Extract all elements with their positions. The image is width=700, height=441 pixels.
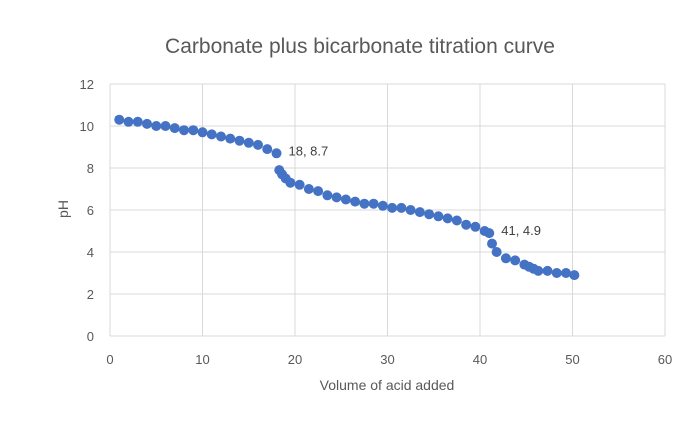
data-point	[377, 200, 388, 211]
y-axis-ticks: 0 2 4 6 8 10 12	[80, 77, 94, 344]
data-point	[484, 228, 495, 239]
data-point	[225, 133, 236, 144]
x-axis-label: Volume of acid added	[320, 377, 455, 393]
data-point	[132, 116, 143, 127]
data-point	[142, 118, 152, 129]
data-series	[114, 114, 580, 281]
y-tick-label: 2	[87, 287, 94, 302]
data-point	[197, 127, 208, 138]
data-point	[243, 137, 254, 148]
data-point	[533, 265, 544, 276]
y-tick-label: 6	[87, 203, 94, 218]
data-point	[387, 202, 398, 213]
y-tick-label: 4	[87, 245, 94, 260]
data-point	[123, 116, 134, 127]
data-point	[340, 194, 351, 205]
data-point	[510, 255, 521, 266]
data-point	[551, 268, 562, 278]
data-point	[561, 268, 572, 278]
data-annotations: 18, 8.7 41, 4.9	[289, 143, 542, 238]
data-point	[234, 135, 245, 146]
data-point	[253, 139, 263, 150]
x-axis-ticks: 0 10 20 30 40 50 60	[106, 352, 672, 367]
x-tick-label: 10	[195, 352, 209, 367]
data-point	[160, 121, 171, 131]
data-point	[216, 131, 226, 142]
data-point	[433, 211, 444, 222]
data-point	[114, 114, 125, 125]
y-axis-label: pH	[55, 200, 71, 218]
x-tick-label: 50	[565, 352, 579, 367]
data-point	[500, 253, 511, 264]
data-point	[491, 247, 502, 257]
data-point	[470, 221, 481, 232]
data-label: 41, 4.9	[501, 223, 541, 238]
data-point	[359, 198, 370, 209]
data-point	[206, 129, 217, 140]
data-point	[461, 219, 472, 230]
data-point	[442, 213, 453, 224]
data-point	[179, 125, 189, 136]
x-tick-label: 60	[658, 352, 672, 367]
data-label: 18, 8.7	[289, 143, 329, 158]
data-point	[294, 179, 305, 190]
data-point	[569, 270, 580, 281]
y-tick-label: 8	[87, 161, 94, 176]
data-point	[542, 265, 553, 276]
data-point	[151, 121, 162, 131]
x-tick-label: 0	[106, 352, 113, 367]
data-point	[262, 144, 273, 155]
data-point	[405, 205, 416, 215]
data-point	[169, 123, 180, 134]
data-point	[303, 184, 314, 194]
data-point	[350, 196, 361, 207]
data-point	[451, 215, 462, 226]
data-point	[271, 148, 282, 159]
x-tick-label: 40	[473, 352, 487, 367]
data-point	[368, 198, 379, 209]
data-point	[331, 192, 342, 203]
y-tick-label: 0	[87, 329, 94, 344]
data-point	[487, 238, 498, 249]
data-point	[285, 177, 296, 188]
data-point	[188, 125, 199, 136]
data-point	[313, 186, 324, 197]
data-point	[424, 209, 435, 220]
x-tick-label: 20	[288, 352, 302, 367]
y-tick-label: 10	[80, 119, 94, 134]
data-point	[322, 190, 333, 201]
x-tick-label: 30	[380, 352, 394, 367]
gridlines	[109, 83, 666, 337]
data-point	[414, 207, 425, 218]
data-point	[396, 202, 407, 213]
chart-title: Carbonate plus bicarbonate titration cur…	[165, 35, 555, 58]
y-tick-label: 12	[80, 77, 94, 92]
